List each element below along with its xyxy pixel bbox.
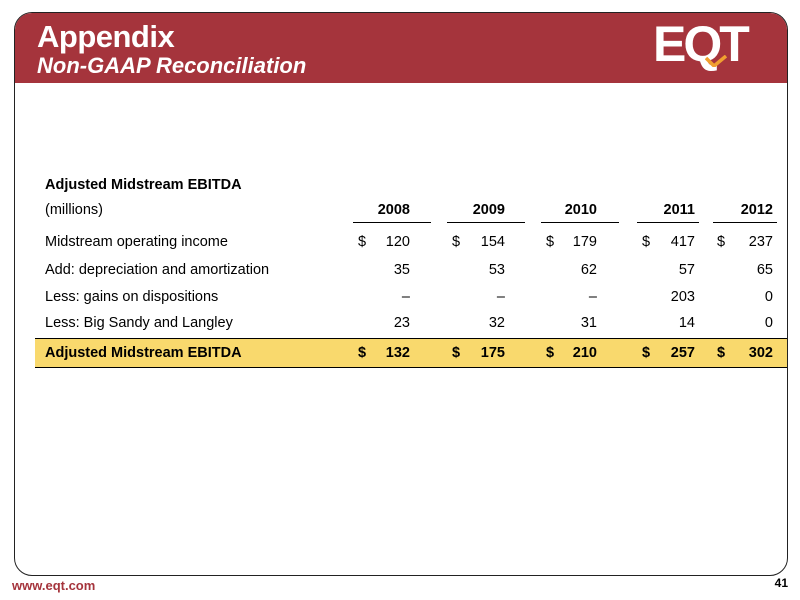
total-cell: 210: [572, 345, 597, 361]
logo-check-icon: [705, 55, 727, 67]
table-row: Less: Big Sandy and Langley 23 32 31 14 …: [35, 310, 787, 336]
year-header: 2010: [564, 202, 597, 218]
unit-label: (millions): [45, 202, 103, 218]
year-underline: [713, 222, 777, 223]
table-cell: –: [496, 289, 505, 305]
table-cell: 53: [488, 262, 505, 278]
table-cell: 179: [572, 234, 597, 250]
table-cell: 23: [393, 315, 410, 331]
table-row: Midstream operating income $ 120 $ 154 $…: [35, 229, 787, 255]
eqt-logo: EQT: [653, 19, 771, 71]
table-cell: 32: [488, 315, 505, 331]
table-cell: 154: [480, 234, 505, 250]
table-title: Adjusted Midstream EBITDA: [45, 177, 242, 193]
table-cell: 0: [764, 315, 773, 331]
currency-symbol: $: [358, 234, 367, 250]
row-label: Add: depreciation and amortization: [45, 262, 270, 278]
currency-symbol: $: [642, 234, 651, 250]
slide-frame: Appendix Non-GAAP Reconciliation EQT Adj…: [14, 12, 788, 576]
table-cell: 237: [748, 234, 773, 250]
footer-website-link[interactable]: www.eqt.com: [12, 578, 96, 593]
year-header: 2011: [663, 202, 695, 218]
table-cell: 62: [580, 262, 597, 278]
table-cell: 31: [580, 315, 597, 331]
table-header-row: (millions) 2008 2009 2010 2011 2012: [35, 197, 787, 223]
header-band: Appendix Non-GAAP Reconciliation EQT: [15, 13, 787, 83]
year-underline: [353, 222, 431, 223]
currency-symbol: $: [546, 345, 555, 361]
table-bottom-rule: [35, 367, 787, 368]
page-title: Appendix: [37, 19, 175, 54]
page-number: 41: [774, 576, 788, 590]
page-subtitle: Non-GAAP Reconciliation: [37, 53, 307, 78]
currency-symbol: $: [546, 234, 555, 250]
logo-text: EQT: [653, 16, 750, 72]
table-cell: 35: [393, 262, 410, 278]
total-row: Adjusted Midstream EBITDA $ 132 $ 175 $ …: [35, 339, 787, 367]
currency-symbol: $: [642, 345, 651, 361]
table-cell: 120: [385, 234, 410, 250]
year-underline: [447, 222, 525, 223]
table-cell: –: [401, 289, 410, 305]
total-cell: 257: [670, 345, 695, 361]
year-header: 2009: [472, 202, 505, 218]
year-underline: [637, 222, 699, 223]
year-header: 2008: [377, 202, 410, 218]
row-label: Midstream operating income: [45, 234, 228, 250]
currency-symbol: $: [452, 234, 461, 250]
currency-symbol: $: [452, 345, 461, 361]
table-row: Add: depreciation and amortization 35 53…: [35, 257, 787, 283]
total-label: Adjusted Midstream EBITDA: [45, 345, 242, 361]
table-cell: 417: [670, 234, 695, 250]
year-underline: [541, 222, 619, 223]
currency-symbol: $: [717, 345, 726, 361]
row-label: Less: Big Sandy and Langley: [45, 315, 233, 331]
total-cell: 132: [385, 345, 410, 361]
table-cell: 0: [764, 289, 773, 305]
table-cell: 203: [670, 289, 695, 305]
currency-symbol: $: [358, 345, 367, 361]
table-cell: 57: [678, 262, 695, 278]
table-cell: 14: [678, 315, 695, 331]
currency-symbol: $: [717, 234, 726, 250]
total-cell: 302: [748, 345, 773, 361]
table-cell: 65: [756, 262, 773, 278]
table-divider: [35, 338, 787, 339]
total-cell: 175: [480, 345, 505, 361]
row-label: Less: gains on dispositions: [45, 289, 219, 305]
table-row: Less: gains on dispositions – – – 203 0: [35, 284, 787, 310]
year-header: 2012: [740, 202, 773, 218]
table-cell: –: [588, 289, 597, 305]
